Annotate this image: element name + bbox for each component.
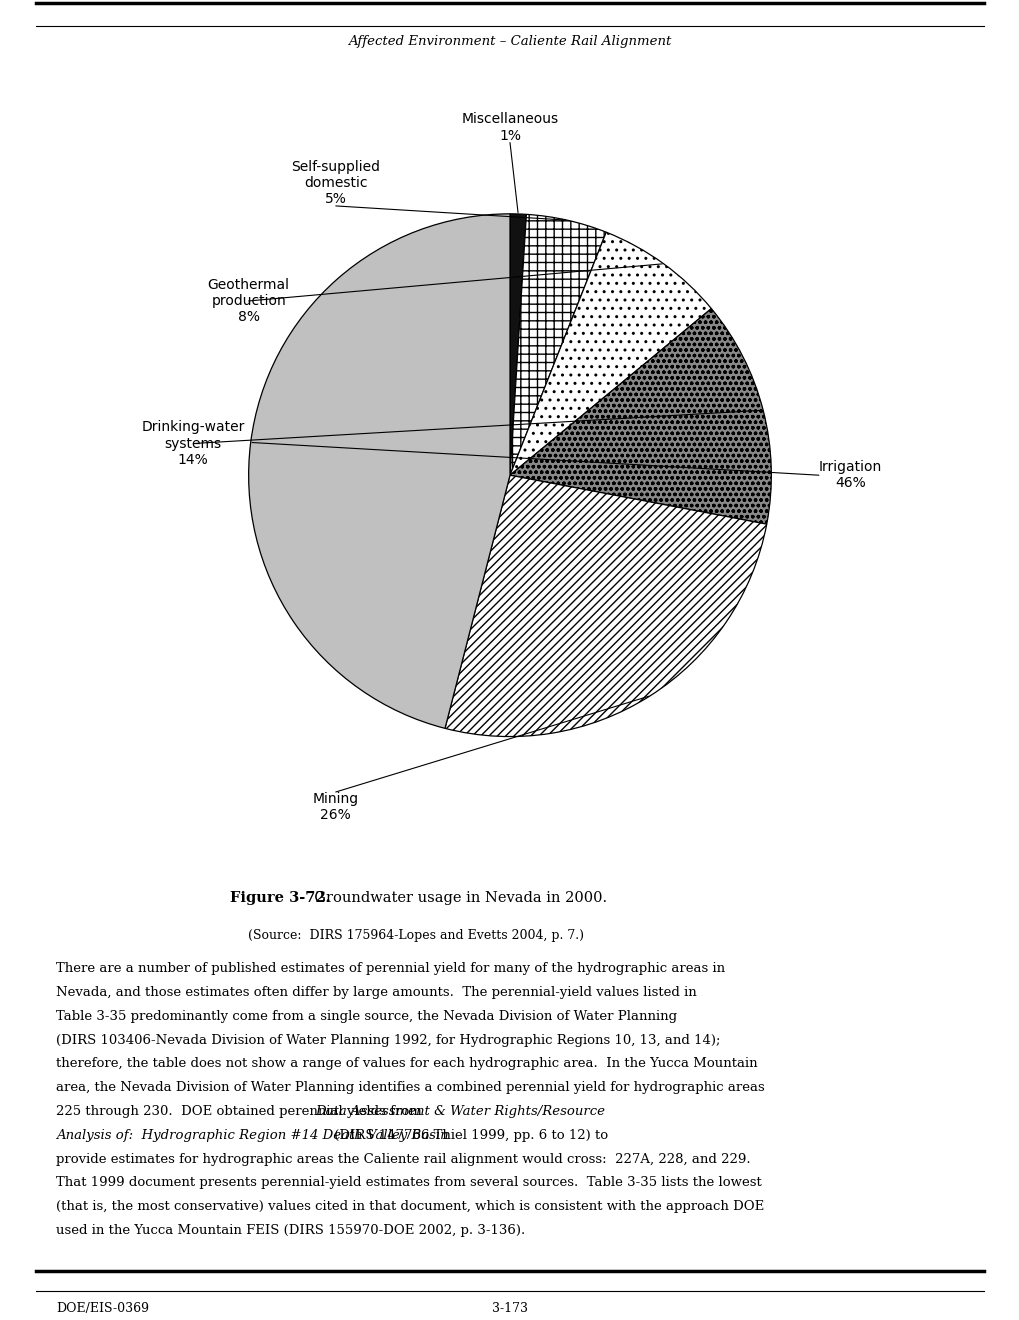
Wedge shape <box>510 309 770 524</box>
Text: Table 3-35 predominantly come from a single source, the Nevada Division of Water: Table 3-35 predominantly come from a sin… <box>56 1010 677 1023</box>
Wedge shape <box>249 214 510 729</box>
Text: therefore, the table does not show a range of values for each hydrographic area.: therefore, the table does not show a ran… <box>56 1057 757 1071</box>
Wedge shape <box>510 232 710 475</box>
Wedge shape <box>510 214 526 475</box>
Text: (DIRS 147766-Thiel 1999, pp. 6 to 12) to: (DIRS 147766-Thiel 1999, pp. 6 to 12) to <box>329 1129 607 1142</box>
Text: That 1999 document presents perennial-yield estimates from several sources.  Tab: That 1999 document presents perennial-yi… <box>56 1176 761 1189</box>
Text: (that is, the most conservative) values cited in that document, which is consist: (that is, the most conservative) values … <box>56 1200 763 1213</box>
Text: Irrigation
46%: Irrigation 46% <box>818 461 881 490</box>
Text: Figure 3-72.: Figure 3-72. <box>230 891 330 904</box>
Text: 225 through 230.  DOE obtained perennial yields from: 225 through 230. DOE obtained perennial … <box>56 1105 426 1118</box>
Text: Geothermal
production
8%: Geothermal production 8% <box>208 277 289 325</box>
Wedge shape <box>510 214 605 475</box>
Text: DOE/EIS-0369: DOE/EIS-0369 <box>56 1302 149 1315</box>
Text: Mining
26%: Mining 26% <box>313 792 359 822</box>
Text: Analysis of:  Hydrographic Region #14 Death Valley Basin: Analysis of: Hydrographic Region #14 Dea… <box>56 1129 448 1142</box>
Text: Self-supplied
domestic
5%: Self-supplied domestic 5% <box>291 160 380 206</box>
Wedge shape <box>444 475 766 737</box>
Text: area, the Nevada Division of Water Planning identifies a combined perennial yiel: area, the Nevada Division of Water Plann… <box>56 1081 764 1094</box>
Text: Affected Environment – Caliente Rail Alignment: Affected Environment – Caliente Rail Ali… <box>347 34 672 48</box>
Text: used in the Yucca Mountain FEIS (DIRS 155970-DOE 2002, p. 3-136).: used in the Yucca Mountain FEIS (DIRS 15… <box>56 1224 525 1237</box>
Text: (Source:  DIRS 175964-Lopes and Evetts 2004, p. 7.): (Source: DIRS 175964-Lopes and Evetts 20… <box>249 929 584 942</box>
Text: Groundwater usage in Nevada in 2000.: Groundwater usage in Nevada in 2000. <box>305 891 607 904</box>
Text: Miscellaneous
1%: Miscellaneous 1% <box>461 112 558 143</box>
Text: Drinking-water
systems
14%: Drinking-water systems 14% <box>142 420 245 467</box>
Text: There are a number of published estimates of perennial yield for many of the hyd: There are a number of published estimate… <box>56 962 725 975</box>
Text: Data Assessment & Water Rights/Resource: Data Assessment & Water Rights/Resource <box>315 1105 604 1118</box>
Text: provide estimates for hydrographic areas the Caliente rail alignment would cross: provide estimates for hydrographic areas… <box>56 1152 750 1166</box>
Text: Nevada, and those estimates often differ by large amounts.  The perennial-yield : Nevada, and those estimates often differ… <box>56 986 696 999</box>
Text: 3-173: 3-173 <box>491 1302 528 1315</box>
Text: (DIRS 103406-Nevada Division of Water Planning 1992, for Hydrographic Regions 10: (DIRS 103406-Nevada Division of Water Pl… <box>56 1034 719 1047</box>
